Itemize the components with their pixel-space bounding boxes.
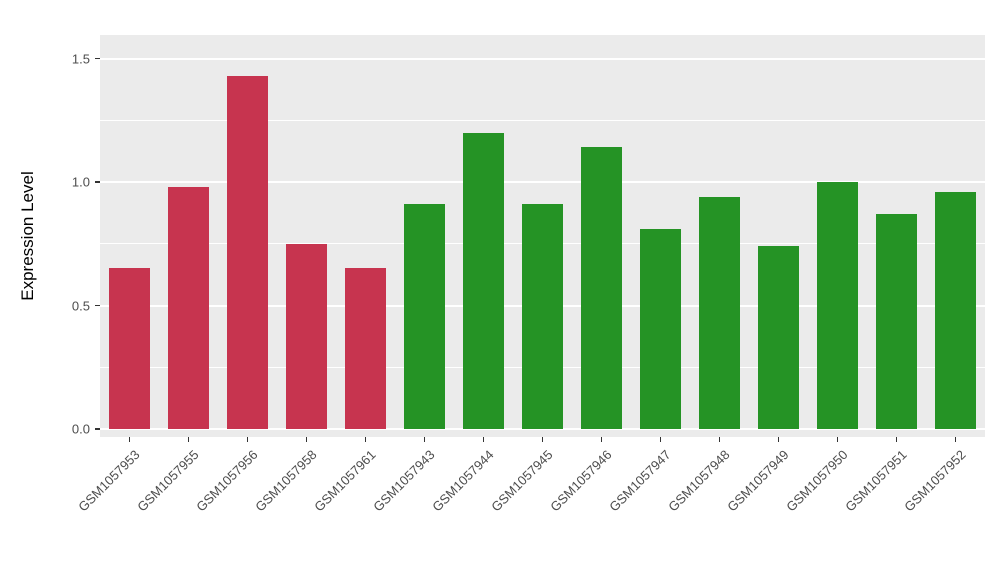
bar [168, 186, 209, 429]
y-tick-mark [95, 428, 100, 430]
x-tick-mark [482, 437, 485, 442]
x-tick-label: GSM1057944 [428, 447, 497, 515]
x-tick-mark [659, 437, 662, 442]
gridline-major [100, 428, 985, 430]
bar [345, 268, 386, 429]
x-tick-mark [364, 437, 367, 442]
x-tick-label: GSM1057946 [546, 447, 615, 515]
x-tick-mark [895, 437, 898, 442]
gridline-major [100, 181, 985, 183]
x-tick-mark [777, 437, 780, 442]
y-axis-title: Expression Level [18, 171, 37, 301]
x-tick-mark [423, 437, 426, 442]
y-tick-mark [95, 57, 100, 60]
x-tick-label: GSM1057955 [133, 447, 202, 515]
x-tick-mark [954, 437, 957, 442]
bar [699, 196, 740, 429]
x-tick-mark [246, 437, 249, 442]
x-tick-label: GSM1057949 [723, 447, 792, 515]
x-tick-label: GSM1057951 [841, 447, 910, 515]
y-tick-mark [95, 304, 100, 307]
bar [227, 75, 268, 429]
bar [758, 246, 799, 429]
bar [876, 214, 917, 429]
x-tick-label: GSM1057961 [310, 447, 379, 515]
x-tick-mark [305, 437, 308, 442]
y-tick-mark [95, 181, 100, 183]
bar [581, 147, 622, 429]
gridline-minor [100, 119, 985, 121]
bar [404, 204, 445, 429]
x-tick-label: GSM1057948 [664, 447, 733, 515]
x-tick-mark [718, 437, 721, 442]
y-tick-label: 0.5 [71, 298, 90, 313]
x-tick-label: GSM1057952 [900, 447, 969, 515]
x-tick-label: GSM1057947 [605, 447, 674, 515]
x-tick-mark [187, 437, 190, 442]
x-tick-label: GSM1057958 [251, 447, 320, 515]
y-tick-label: 1.5 [71, 51, 90, 66]
y-tick-label: 0.0 [71, 421, 90, 437]
x-tick-mark [541, 437, 544, 442]
bar [109, 268, 150, 429]
x-tick-label: GSM1057945 [487, 447, 556, 515]
gridline-major [100, 57, 985, 60]
bar [463, 132, 504, 429]
bar [935, 191, 976, 429]
plot-panel [100, 35, 985, 437]
bar [817, 182, 858, 429]
y-tick-label: 1.0 [71, 174, 90, 190]
x-tick-label: GSM1057953 [74, 447, 143, 515]
x-tick-mark [600, 437, 603, 442]
x-tick-mark [836, 437, 839, 442]
x-tick-label: GSM1057956 [192, 447, 261, 515]
bar [640, 228, 681, 429]
x-tick-label: GSM1057943 [369, 447, 438, 515]
bar [286, 243, 327, 429]
x-tick-mark [128, 437, 131, 442]
bar [522, 204, 563, 429]
x-tick-label: GSM1057950 [782, 447, 851, 515]
